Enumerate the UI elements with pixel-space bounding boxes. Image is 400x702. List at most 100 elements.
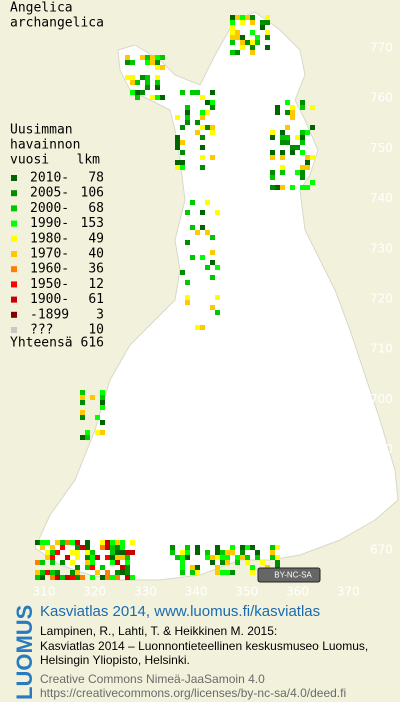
map-cell [300,175,305,180]
map-cell [115,575,120,580]
map-cell [115,560,120,565]
map-cell [295,135,300,140]
map-cell [175,165,180,170]
map-cell [120,565,125,570]
map-cell [215,565,220,570]
map-cell [105,540,110,545]
map-cell [100,565,105,570]
license-text: https://creativecommons.org/licenses/by-… [40,686,346,700]
map-cell [225,560,230,565]
map-cell [285,135,290,140]
map-cell [215,210,220,215]
map-cell [255,35,260,40]
map-cell [205,555,210,560]
map-cell [130,80,135,85]
map-cell [210,250,215,255]
legend-swatch [11,175,17,181]
map-cell [145,85,150,90]
map-cell [225,555,230,560]
map-cell [235,15,240,20]
map-cell [185,545,190,550]
map-cell [240,550,245,555]
map-cell [300,130,305,135]
map-cell [240,20,245,25]
map-cell [295,170,300,175]
map-cell [200,255,205,260]
map-cell [270,550,275,555]
map-cell [130,60,135,65]
map-cell [190,570,195,575]
map-cell [90,565,95,570]
map-cell [185,300,190,305]
map-cell [230,550,235,555]
license-text: Creative Commons Nimeä-JaaSamoin 4.0 [40,672,265,686]
map-cell [205,265,210,270]
map-cell [175,135,180,140]
map-cell [150,55,155,60]
map-cell [300,100,305,105]
map-cell [35,560,40,565]
legend-count: 40 [88,247,104,262]
map-cell [45,570,50,575]
map-cell [300,185,305,190]
map-cell [250,50,255,55]
map-cell [290,185,295,190]
map-cell [125,575,130,580]
map-cell [250,30,255,35]
map-cell [135,90,140,95]
map-cell [290,115,295,120]
map-cell [120,540,125,545]
map-cell [250,20,255,25]
map-cell [285,100,290,105]
map-cell [185,240,190,245]
map-cell [155,95,160,100]
map-cell [45,555,50,560]
map-cell [35,575,40,580]
legend-swatch [11,296,17,303]
map-cell [80,400,85,405]
map-cell [230,40,235,45]
map-cell [280,130,285,135]
map-cell [195,550,200,555]
map-cell [85,555,90,560]
map-cell [105,570,110,575]
map-cell [215,545,220,550]
map-cell [75,555,80,560]
map-cell [75,565,80,570]
map-cell [45,550,50,555]
map-cell [265,20,270,25]
observation-cells [35,15,315,580]
map-cell [100,400,105,405]
map-cell [55,540,60,545]
map-cell [310,180,315,185]
map-cell [210,155,215,160]
map-cell [270,155,275,160]
legend-label: -1899 [30,307,69,322]
grid-label-east: 370 [337,585,360,599]
map-cell [95,430,100,435]
map-cell [135,95,140,100]
map-cell [115,555,120,560]
map-cell [90,560,95,565]
map-cell [80,545,85,550]
map-cell [210,100,215,105]
map-cell [175,160,180,165]
map-cell [255,555,260,560]
legend-total-label: Yhteensä [10,336,73,351]
legend-count: 68 [88,201,104,216]
legend-swatch [11,311,17,318]
map-cell [180,160,185,165]
map-cell [310,155,315,160]
map-cell [125,550,130,555]
map-cell [105,555,110,560]
map-cell [240,40,245,45]
map-cell [265,45,270,50]
legend-swatch [11,220,17,227]
map-cell [200,165,205,170]
citation: Lampinen, R., Lahti, T. & Heikkinen M. 2… [40,624,277,638]
map-cell [250,15,255,20]
map-cell [145,80,150,85]
legend-count: 61 [88,292,104,307]
map-cell [250,45,255,50]
